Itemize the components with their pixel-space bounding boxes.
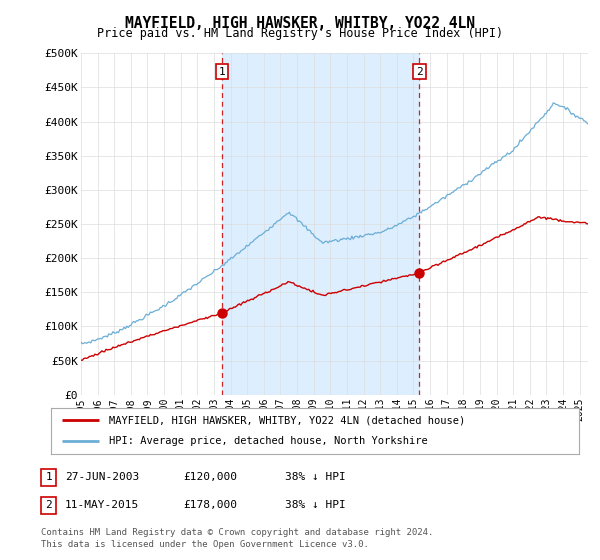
Text: £178,000: £178,000: [183, 500, 237, 510]
Text: 11-MAY-2015: 11-MAY-2015: [65, 500, 139, 510]
Text: 27-JUN-2003: 27-JUN-2003: [65, 472, 139, 482]
Text: 1: 1: [45, 472, 52, 482]
Text: 38% ↓ HPI: 38% ↓ HPI: [285, 500, 346, 510]
Text: Price paid vs. HM Land Registry’s House Price Index (HPI): Price paid vs. HM Land Registry’s House …: [97, 27, 503, 40]
Text: MAYFIELD, HIGH HAWSKER, WHITBY, YO22 4LN (detached house): MAYFIELD, HIGH HAWSKER, WHITBY, YO22 4LN…: [109, 415, 466, 425]
Text: Contains HM Land Registry data © Crown copyright and database right 2024.
This d: Contains HM Land Registry data © Crown c…: [41, 528, 433, 549]
Text: HPI: Average price, detached house, North Yorkshire: HPI: Average price, detached house, Nort…: [109, 436, 428, 446]
Bar: [222, 53, 419, 395]
Text: MAYFIELD, HIGH HAWSKER, WHITBY, YO22 4LN: MAYFIELD, HIGH HAWSKER, WHITBY, YO22 4LN: [125, 16, 475, 31]
Text: £120,000: £120,000: [183, 472, 237, 482]
Text: 38% ↓ HPI: 38% ↓ HPI: [285, 472, 346, 482]
Text: 1: 1: [219, 67, 226, 77]
Text: 2: 2: [416, 67, 423, 77]
Text: 2: 2: [45, 500, 52, 510]
